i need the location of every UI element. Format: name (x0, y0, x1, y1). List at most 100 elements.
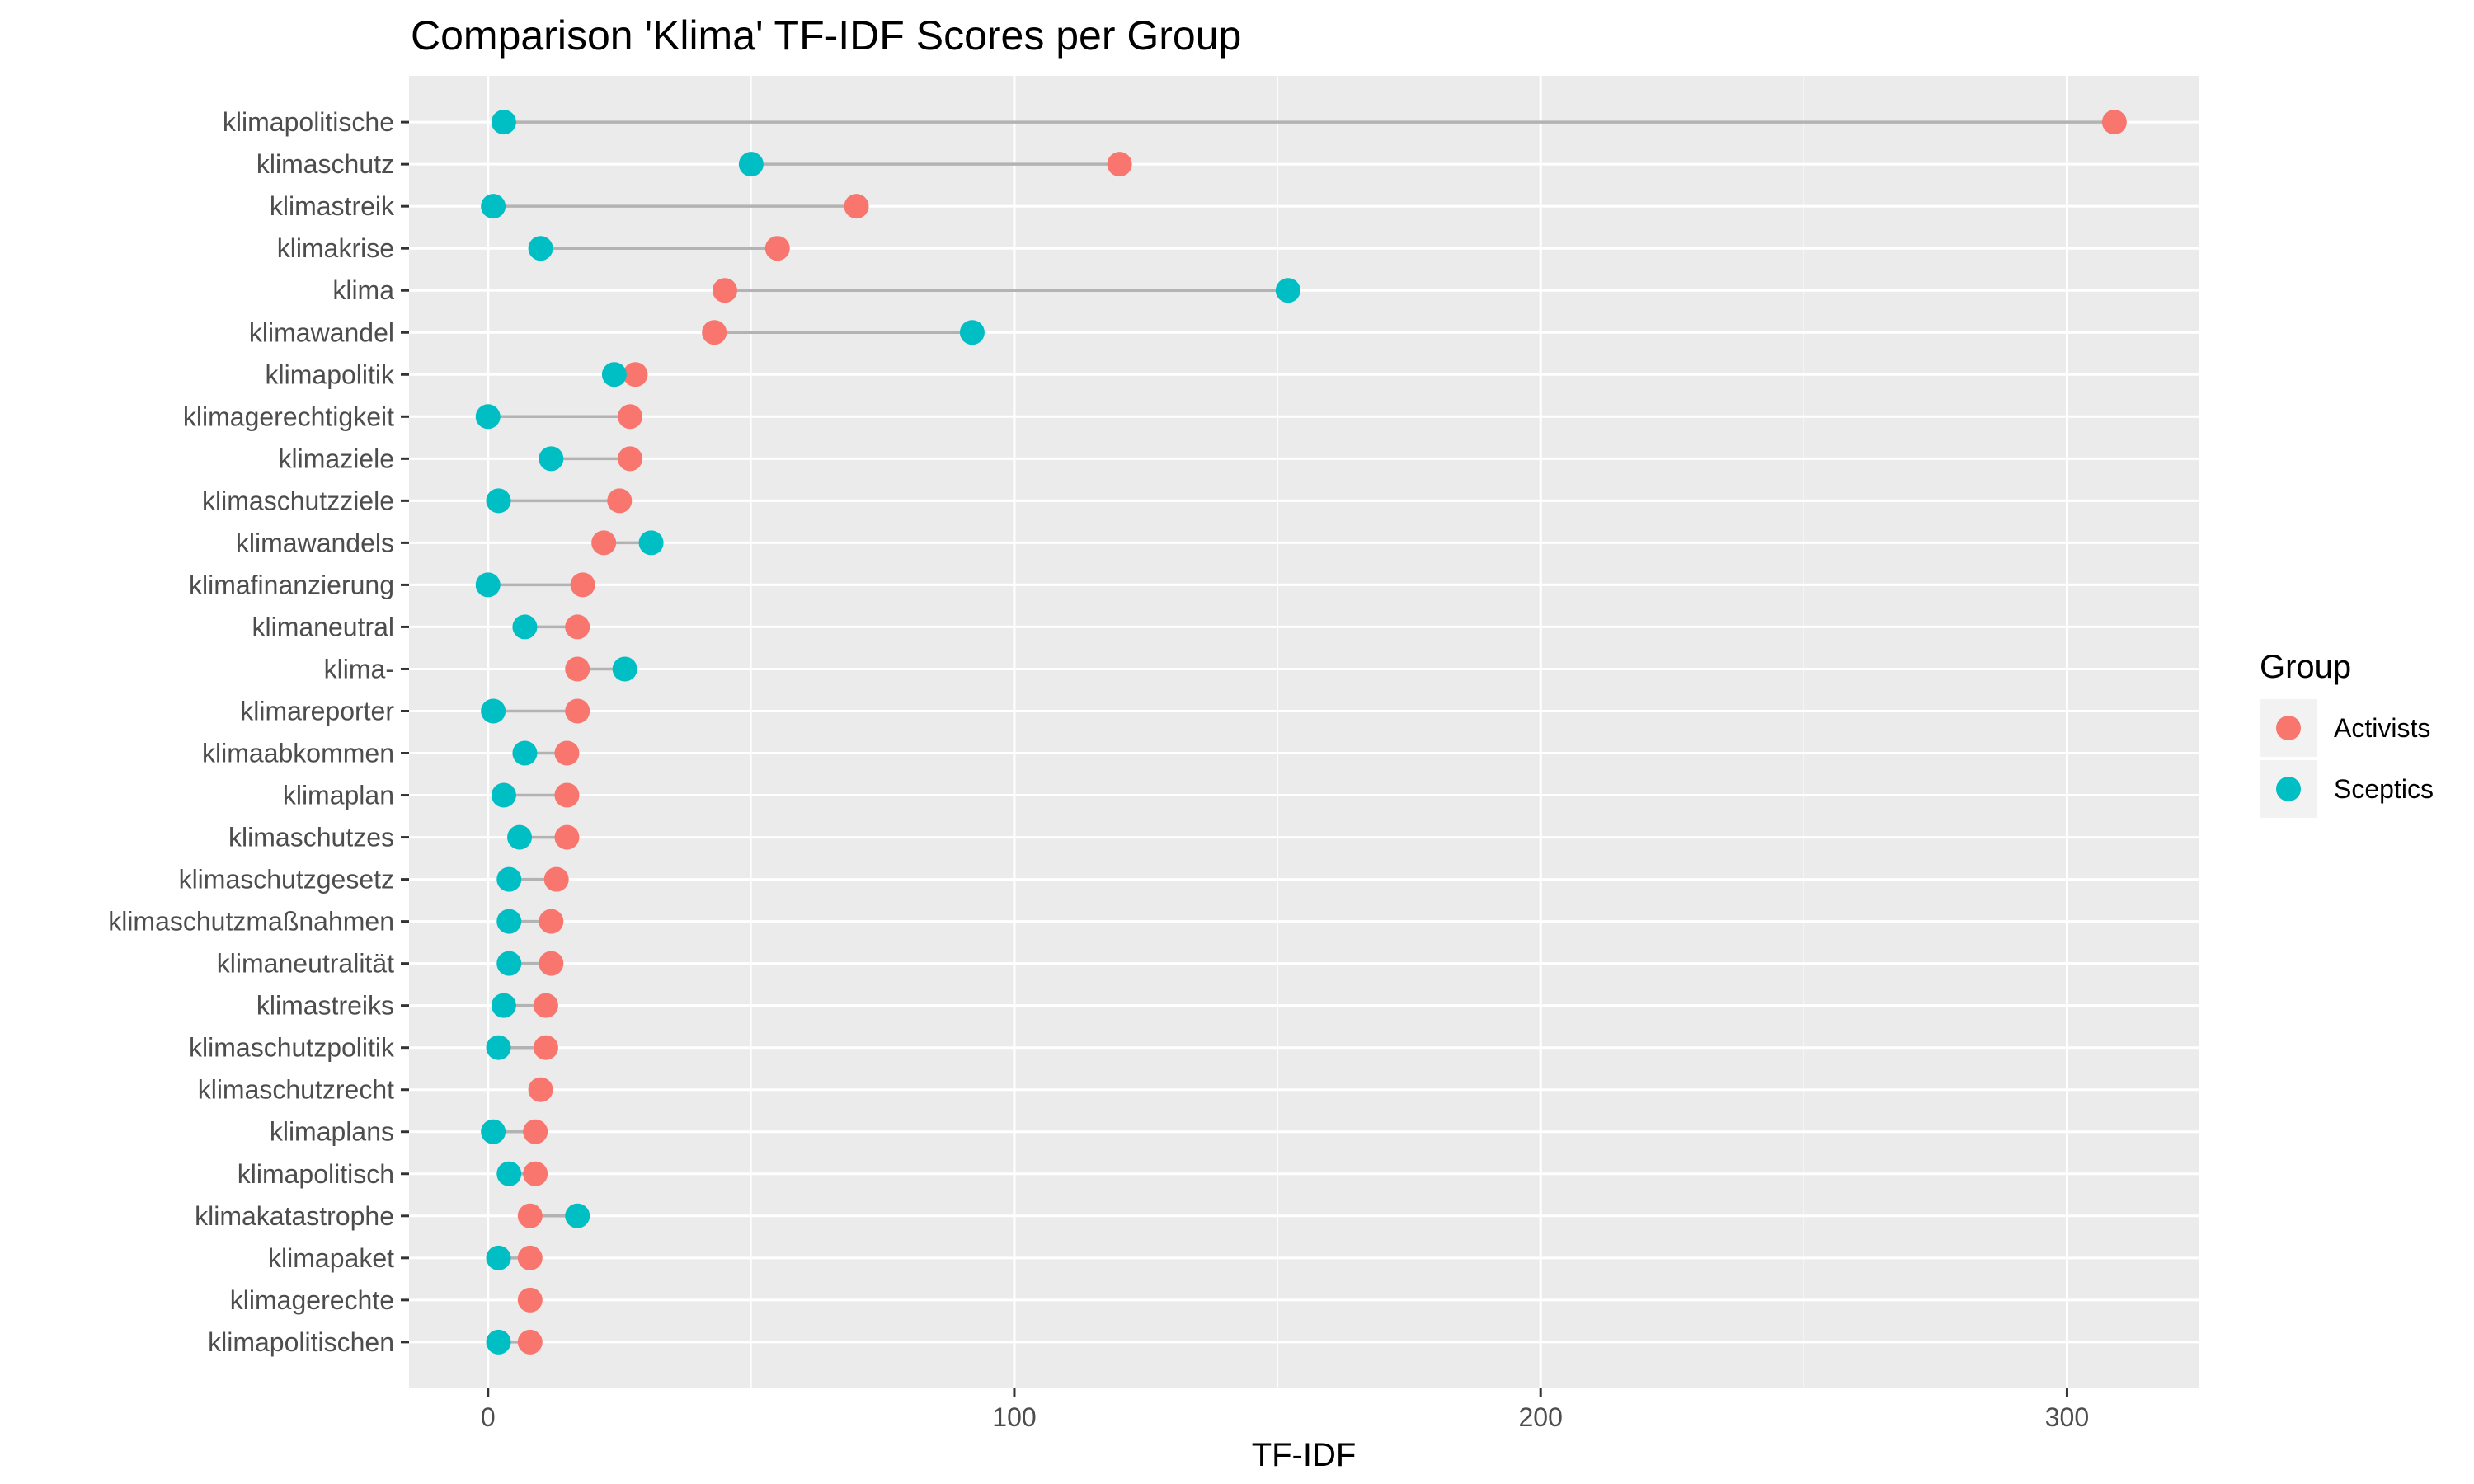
point-sceptics (486, 1035, 511, 1060)
category-label: klimaschutzmaßnahmen (108, 907, 394, 937)
category-label: klima- (324, 654, 394, 683)
data-points (475, 110, 2127, 1355)
point-activists (523, 1161, 548, 1186)
legend: Group Activists Sceptics (2260, 649, 2434, 818)
point-sceptics (612, 656, 637, 682)
category-label: klimaschutzrecht (198, 1075, 394, 1105)
point-sceptics (491, 782, 516, 808)
point-sceptics (491, 110, 516, 135)
plot-panel (409, 76, 2199, 1388)
point-activists (844, 194, 869, 219)
point-activists (517, 1287, 543, 1313)
point-sceptics (481, 194, 506, 219)
point-sceptics (481, 698, 506, 724)
x-axis: 0 100 200 300 (481, 1388, 2089, 1432)
point-activists (517, 1203, 543, 1228)
point-sceptics (481, 1119, 506, 1144)
category-label: klimapolitischen (208, 1327, 394, 1357)
point-sceptics (565, 1203, 590, 1228)
point-sceptics (539, 446, 564, 472)
category-label: klimagerechte (230, 1285, 394, 1315)
category-label: klimapolitische (223, 107, 394, 137)
x-tick-label: 100 (992, 1402, 1036, 1432)
point-sceptics (507, 824, 533, 850)
point-activists (618, 446, 643, 472)
point-activists (539, 951, 564, 976)
category-label: klimaschutzgesetz (179, 865, 394, 895)
point-activists (539, 909, 564, 934)
point-activists (565, 614, 590, 640)
x-tick-label: 0 (481, 1402, 496, 1432)
legend-swatch (2276, 716, 2301, 740)
category-label: klimakrise (277, 233, 394, 263)
point-activists (570, 572, 595, 598)
category-label: klimapolitisch (238, 1159, 394, 1189)
category-label: klimastreik (270, 191, 395, 221)
category-label: klimaplan (283, 781, 394, 810)
point-activists (1107, 152, 1132, 177)
category-label: klimareporter (240, 696, 394, 726)
point-sceptics (638, 530, 664, 556)
category-label: klimaziele (279, 444, 394, 473)
category-label: klima (332, 275, 394, 305)
point-activists (764, 236, 790, 261)
legend-label: Activists (2334, 713, 2430, 743)
point-activists (591, 530, 617, 556)
point-activists (702, 320, 727, 345)
point-activists (2101, 110, 2127, 135)
point-sceptics (601, 362, 627, 387)
legend-label: Sceptics (2334, 774, 2434, 804)
legend-title: Group (2260, 649, 2351, 685)
point-sceptics (496, 866, 522, 892)
point-activists (712, 278, 737, 303)
point-sceptics (491, 993, 516, 1018)
grid-major (409, 76, 2199, 1388)
category-label: klimaneutralität (217, 949, 394, 979)
category-label: klimaschutz (256, 149, 394, 179)
category-label: klimawandel (249, 317, 394, 347)
point-activists (554, 740, 580, 766)
point-sceptics (1275, 278, 1300, 303)
legend-keys: Activists Sceptics (2260, 699, 2434, 818)
point-sceptics (528, 236, 553, 261)
point-activists (565, 698, 590, 724)
x-tick-label: 300 (2045, 1402, 2089, 1432)
y-axis: klimapolitische klimaschutz klimastreik kli… (108, 107, 409, 1357)
point-sceptics (512, 614, 538, 640)
point-sceptics (512, 740, 538, 766)
point-activists (565, 656, 590, 682)
point-sceptics (496, 909, 522, 934)
category-label: klimaabkommen (202, 739, 394, 768)
point-sceptics (486, 1245, 511, 1270)
category-label: klimawandels (236, 528, 394, 557)
category-label: klimapolitik (266, 359, 395, 389)
category-label: klimaschutzpolitik (189, 1033, 395, 1063)
point-activists (618, 404, 643, 430)
category-label: klimastreiks (256, 991, 394, 1021)
point-sceptics (475, 404, 501, 430)
point-sceptics (959, 320, 985, 345)
point-sceptics (738, 152, 764, 177)
point-sceptics (496, 951, 522, 976)
category-label: klimapaket (268, 1243, 394, 1273)
point-sceptics (486, 488, 511, 514)
category-label: klimaneutral (252, 612, 394, 641)
category-label: klimaplans (270, 1117, 394, 1147)
x-axis-label: TF-IDF (1252, 1437, 1357, 1473)
point-activists (523, 1119, 548, 1144)
category-label: klimafinanzierung (189, 570, 394, 599)
category-label: klimakatastrophe (195, 1201, 394, 1231)
point-activists (543, 866, 569, 892)
category-label: klimaschutzziele (202, 486, 394, 515)
point-activists (517, 1329, 543, 1355)
point-activists (607, 488, 633, 514)
point-sceptics (486, 1329, 511, 1355)
point-activists (623, 362, 648, 387)
category-label: klimagerechtigkeit (183, 402, 394, 431)
point-activists (533, 993, 558, 1018)
x-tick-label: 200 (1519, 1402, 1563, 1432)
legend-swatch (2276, 777, 2301, 801)
chart-title: Comparison 'Klima' TF-IDF Scores per Gro… (411, 12, 1242, 59)
